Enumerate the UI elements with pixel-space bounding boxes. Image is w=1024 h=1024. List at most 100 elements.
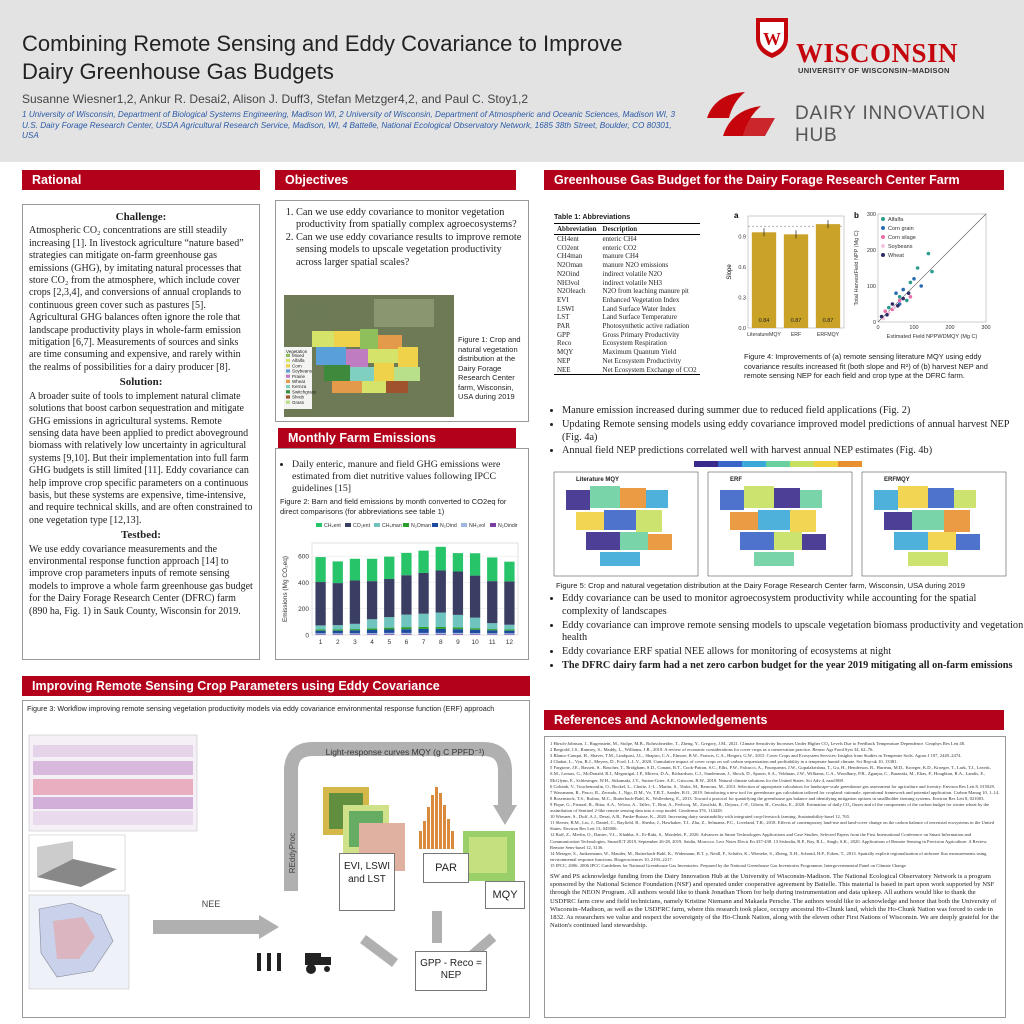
bar-segment [418,634,429,635]
legend-marker [881,235,885,239]
bar-segment [332,625,343,630]
abbreviation-table-block: Table 1: Abbreviations Abbreviation Desc… [554,212,700,375]
nep-map-title: ERFMQY [884,477,910,483]
evi-lswi-lst-box: EVI, LSWI and LST [339,853,395,911]
bar-segment [332,561,343,584]
bar-segment [366,630,378,634]
scatter-point [890,302,895,306]
legend-label: NH₃vol [469,523,485,529]
x-axis-label: Estimated Field NPPWDMQY (Mg C) [887,334,978,340]
bar-segment [435,546,446,571]
bar-segment [315,629,326,631]
x-tick-label: 9 [456,639,460,646]
light-response-label: Light-response curves MQY (g C PPFD⁻¹) [326,747,485,757]
slope-bar [751,232,777,328]
bar-segment [349,630,361,634]
bar-segment [435,632,446,635]
y-tick-label: 400 [298,580,309,587]
x-tick-label: 6 [405,639,409,646]
bar-segment [384,627,395,630]
bar-segment [349,633,361,635]
conclusion-bullet: Eddy covariance can improve remote sensi… [562,620,1024,646]
legend-marker [881,253,885,257]
legend-label: N₂Oindir [498,523,518,529]
bar-segment [469,575,481,618]
table-row: N2Oman manure N2O emissions [554,261,700,270]
table-col-desc: Description [599,223,700,235]
uw-crest-icon: W [756,18,788,58]
reference-item: 7 Wassmann, R., Pasco, R., Zerrudo, J., … [550,789,1000,795]
bar-segment [332,633,343,635]
table-cell-abbr: LST [557,313,570,322]
monthly-bullet: Daily enteric, manure and field GHG emis… [292,459,524,494]
scatter-point [915,266,920,270]
table-cell-abbr: CH4ent [557,235,579,243]
scatter-point [919,284,923,288]
legend-swatch [286,359,290,363]
y-tick-label: 0.6 [738,265,746,271]
solution-text: A broader suite of tools to implement na… [29,390,253,526]
table-cell-desc: manure CH4 [602,252,639,261]
scatter-point [887,305,891,310]
affiliations: 1 University of Wisconsin, Department of… [22,110,675,140]
table-cell-abbr: PAR [557,322,570,331]
bar-segment [504,634,515,635]
legend-label: Corn silage [888,235,916,241]
table-row: PAR Photosynthetic active radiation [554,322,700,331]
bar-segment [452,553,464,572]
bar-segment [315,634,326,635]
reference-item: 9 Pique, G., Fieuzal, R., Bitar, A.A., V… [550,801,990,814]
poster-title: Combining Remote Sensing and Eddy Covari… [22,31,623,84]
bar-segment [418,613,429,627]
abbreviation-table: Abbreviation Description CH4ent enteric C… [554,223,700,375]
slope-bar-chart: a 0.0 0.3 0.6 0.9 Slope 0.84 LiteratureMQY 0.87 E… [727,211,845,338]
scatter-point [912,277,916,281]
scatter-point [901,296,905,301]
bar-segment [384,634,395,635]
table-row: LSWI Land Surface Water Index [554,305,700,314]
dairy-hub-wordmark: DAIRY INNOVATION HUB [795,103,986,146]
scatter-point [906,291,911,295]
table-cell-desc: indirect volatile NH3 [602,278,663,287]
bar-segment [401,632,412,635]
legend-label: Switchgrass [292,389,317,394]
scatter-point [905,298,909,303]
bar-segment [315,557,326,583]
table-row: NH3vol indirect volatile NH3 [554,279,700,288]
table-row: CH4man manure CH4 [554,252,700,261]
conclusion-bullets: Eddy covariance can be used to monitor a… [546,593,1024,674]
legend-marker [881,217,885,221]
table-cell-desc: Ecosystem Respiration [602,339,667,348]
table-cell-abbr: N2Oleach [557,287,586,296]
y-tick-label: 0 [305,633,309,640]
table-row: CO2ent enteric CO2 [554,244,700,253]
x-tick-label: 12 [506,639,514,646]
table-cell-abbr: EVI [557,295,569,304]
table-cell-abbr: CO2ent [557,243,579,252]
table-row: EVI Enhanced Vegetation Index [554,296,700,305]
bar-segment [469,628,481,630]
x-tick-label: 3 [353,639,357,646]
scatter-point [885,313,889,317]
data-label: 0.87 [823,318,834,324]
bar-segment [384,632,395,635]
reference-item: 11 Sleeter, B.M., Liu, J., Daniel, C., R… [550,820,995,832]
legend-swatch [374,523,380,527]
legend-label: Grass [292,400,305,405]
legend-title: Vegetation [286,349,308,354]
objective-item: Can we use eddy covariance to monitor ve… [296,207,522,232]
scatter-point [894,291,898,295]
reference-item: 3 Blanco-Canqui, H., Shaver, T.M., Lindq… [550,753,962,759]
bar-segment [332,634,343,635]
objectives-panel: Can we use eddy covariance to monitor ve… [275,200,529,422]
bar-segment [401,629,412,633]
monthly-emissions-header: Monthly Farm Emissions [278,428,516,448]
monthly-bullets: Daily enteric, manure and field GHG emis… [276,449,528,494]
reference-list: 1 Hirsch-Johnson, J., Rugenstein, M., St… [550,741,1000,869]
figure-4-caption: Figure 4: Improvements of (a) remote sen… [744,352,988,380]
legend-swatch [286,374,290,378]
map-legend: Vegetation MixedAlfalfaCornSoybeansPrair… [286,349,317,405]
legend-swatch [461,523,467,527]
y-axis-label: Slope [727,264,733,280]
scatter-point [883,309,887,313]
